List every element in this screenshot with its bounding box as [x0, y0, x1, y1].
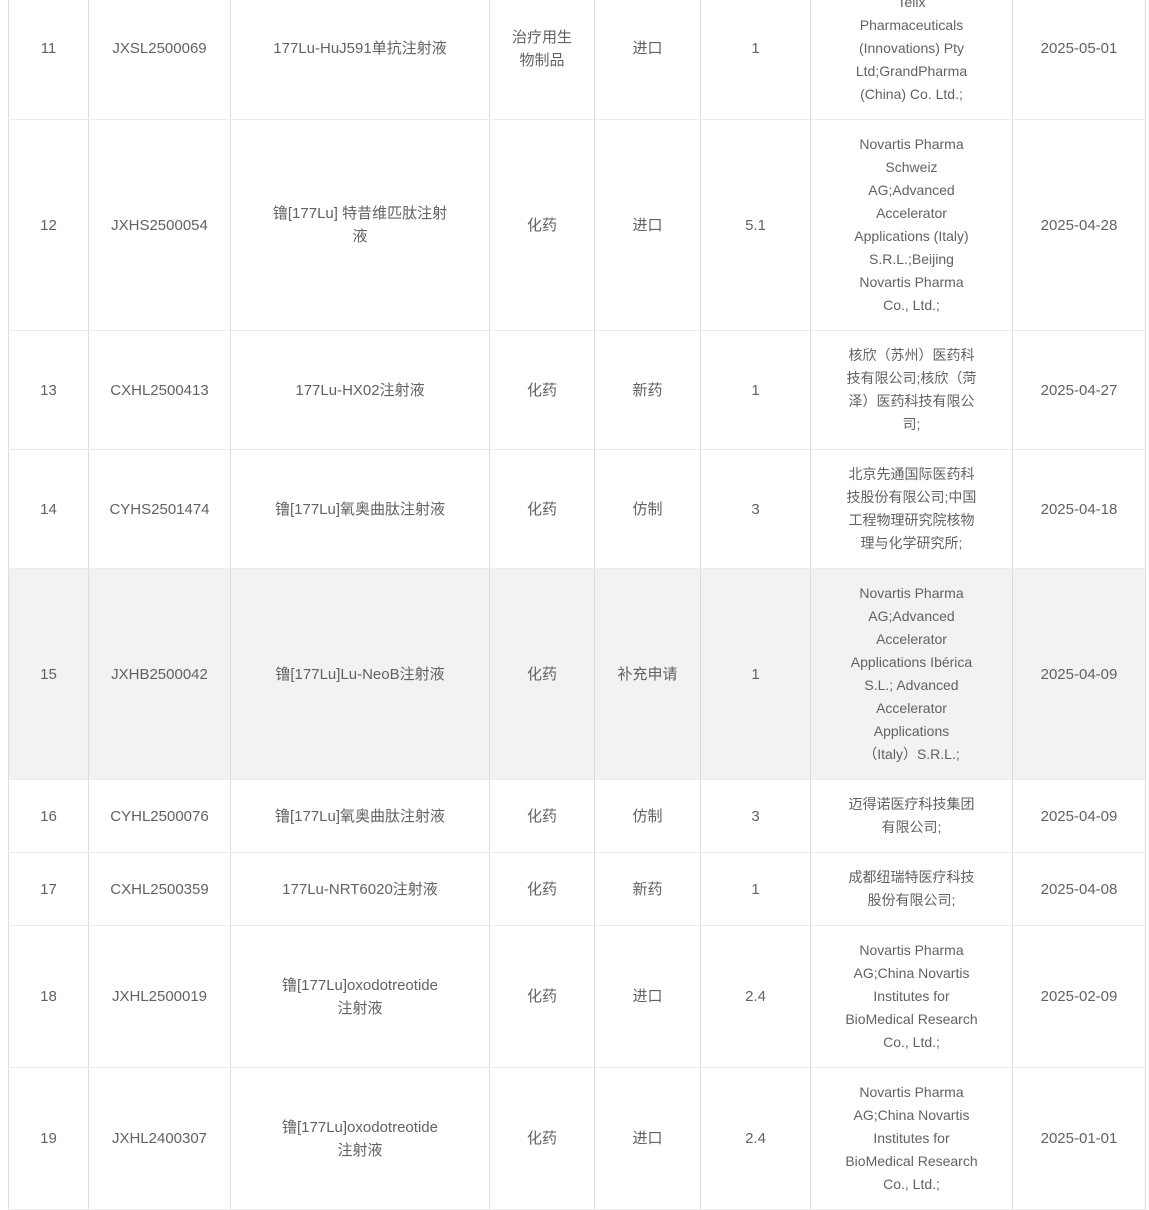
cell-status-date: 2025-04-28 [1012, 119, 1146, 331]
cell-acceptance-number: CXHL2500359 [88, 852, 231, 926]
cell-application-type: 仿制 [594, 449, 701, 569]
cell-company-names: 迈得诺医疗科技集团 有限公司; [810, 779, 1013, 853]
cell-application-type: 进口 [594, 119, 701, 331]
table-row[interactable]: 15 JXHB2500042 镥[177Lu]Lu-NeoB注射液 化药 补充申… [8, 568, 1146, 780]
cell-drug-type: 化药 [489, 568, 595, 780]
cell-drug-type: 化药 [489, 449, 595, 569]
cell-company-names: Novartis Pharma AG;China Novartis Instit… [810, 925, 1013, 1068]
cell-row-number: 14 [8, 449, 89, 569]
cell-status-date: 2025-05-01 [1012, 0, 1146, 120]
cell-registration-category: 2.4 [700, 1067, 811, 1210]
cell-drug-name: 177Lu-HX02注射液 [230, 330, 490, 450]
cell-row-number: 15 [8, 568, 89, 780]
cell-application-type: 新药 [594, 852, 701, 926]
cell-row-number: 19 [8, 1067, 89, 1210]
cell-acceptance-number: CYHS2501474 [88, 449, 231, 569]
cell-company-names: Novartis Pharma Schweiz AG;Advanced Acce… [810, 119, 1013, 331]
cell-registration-category: 2.4 [700, 925, 811, 1068]
cell-company-names: 北京先通国际医药科 技股份有限公司;中国 工程物理研究院核物 理与化学研究所; [810, 449, 1013, 569]
cell-acceptance-number: JXHS2500054 [88, 119, 231, 331]
cell-drug-name: 镥[177Lu] 特昔维匹肽注射 液 [230, 119, 490, 331]
cell-drug-type: 化药 [489, 925, 595, 1068]
cell-acceptance-number: CYHL2500076 [88, 779, 231, 853]
table-body: 11 JXSL2500069 177Lu-HuJ591单抗注射液 治疗用生 物制… [8, 0, 1146, 1210]
cell-status-date: 2025-04-09 [1012, 779, 1146, 853]
cell-drug-type: 化药 [489, 779, 595, 853]
table-row[interactable]: 19 JXHL2400307 镥[177Lu]oxodotreotide 注射液… [8, 1067, 1146, 1210]
cell-company-names: 核欣（苏州）医药科 技有限公司;核欣（菏 泽）医药科技有限公 司; [810, 330, 1013, 450]
cell-status-date: 2025-04-08 [1012, 852, 1146, 926]
cell-row-number: 12 [8, 119, 89, 331]
cell-drug-name: 177Lu-NRT6020注射液 [230, 852, 490, 926]
table-row[interactable]: 11 JXSL2500069 177Lu-HuJ591单抗注射液 治疗用生 物制… [8, 0, 1146, 120]
cell-acceptance-number: JXHL2400307 [88, 1067, 231, 1210]
table-row[interactable]: 18 JXHL2500019 镥[177Lu]oxodotreotide 注射液… [8, 925, 1146, 1068]
cell-row-number: 16 [8, 779, 89, 853]
cell-drug-type: 化药 [489, 852, 595, 926]
cell-drug-name: 镥[177Lu]氧奥曲肽注射液 [230, 449, 490, 569]
cell-drug-type: 化药 [489, 330, 595, 450]
cell-status-date: 2025-01-01 [1012, 1067, 1146, 1210]
cell-acceptance-number: JXSL2500069 [88, 0, 231, 120]
cell-row-number: 11 [8, 0, 89, 120]
cell-status-date: 2025-04-27 [1012, 330, 1146, 450]
cell-registration-category: 1 [700, 330, 811, 450]
cell-drug-type: 化药 [489, 1067, 595, 1210]
cell-application-type: 新药 [594, 330, 701, 450]
cell-registration-category: 1 [700, 568, 811, 780]
cell-registration-category: 1 [700, 852, 811, 926]
cell-application-type: 进口 [594, 0, 701, 120]
cell-company-names: Telix Pharmaceuticals (Innovations) Pty … [810, 0, 1013, 120]
cell-acceptance-number: CXHL2500413 [88, 330, 231, 450]
cell-company-names: Novartis Pharma AG;China Novartis Instit… [810, 1067, 1013, 1210]
drug-applications-table-container: 11 JXSL2500069 177Lu-HuJ591单抗注射液 治疗用生 物制… [8, 0, 1146, 1210]
cell-row-number: 13 [8, 330, 89, 450]
cell-application-type: 进口 [594, 925, 701, 1068]
table-row[interactable]: 13 CXHL2500413 177Lu-HX02注射液 化药 新药 1 核欣（… [8, 330, 1146, 450]
cell-application-type: 补充申请 [594, 568, 701, 780]
cell-status-date: 2025-02-09 [1012, 925, 1146, 1068]
cell-drug-name: 镥[177Lu]Lu-NeoB注射液 [230, 568, 490, 780]
cell-status-date: 2025-04-18 [1012, 449, 1146, 569]
cell-company-names: 成都纽瑞特医疗科技 股份有限公司; [810, 852, 1013, 926]
table-row[interactable]: 14 CYHS2501474 镥[177Lu]氧奥曲肽注射液 化药 仿制 3 北… [8, 449, 1146, 569]
cell-application-type: 进口 [594, 1067, 701, 1210]
cell-row-number: 17 [8, 852, 89, 926]
cell-drug-type: 化药 [489, 119, 595, 331]
cell-acceptance-number: JXHL2500019 [88, 925, 231, 1068]
cell-registration-category: 3 [700, 779, 811, 853]
table-row[interactable]: 12 JXHS2500054 镥[177Lu] 特昔维匹肽注射 液 化药 进口 … [8, 119, 1146, 331]
cell-drug-name: 177Lu-HuJ591单抗注射液 [230, 0, 490, 120]
cell-acceptance-number: JXHB2500042 [88, 568, 231, 780]
cell-status-date: 2025-04-09 [1012, 568, 1146, 780]
cell-drug-name: 镥[177Lu]oxodotreotide 注射液 [230, 1067, 490, 1210]
cell-drug-name: 镥[177Lu]oxodotreotide 注射液 [230, 925, 490, 1068]
cell-drug-name: 镥[177Lu]氧奥曲肽注射液 [230, 779, 490, 853]
cell-row-number: 18 [8, 925, 89, 1068]
table-row[interactable]: 16 CYHL2500076 镥[177Lu]氧奥曲肽注射液 化药 仿制 3 迈… [8, 779, 1146, 853]
cell-registration-category: 3 [700, 449, 811, 569]
cell-registration-category: 1 [700, 0, 811, 120]
cell-application-type: 仿制 [594, 779, 701, 853]
drug-applications-table: 11 JXSL2500069 177Lu-HuJ591单抗注射液 治疗用生 物制… [8, 0, 1146, 1210]
table-row[interactable]: 17 CXHL2500359 177Lu-NRT6020注射液 化药 新药 1 … [8, 852, 1146, 926]
cell-company-names: Novartis Pharma AG;Advanced Accelerator … [810, 568, 1013, 780]
cell-registration-category: 5.1 [700, 119, 811, 331]
cell-drug-type: 治疗用生 物制品 [489, 0, 595, 120]
